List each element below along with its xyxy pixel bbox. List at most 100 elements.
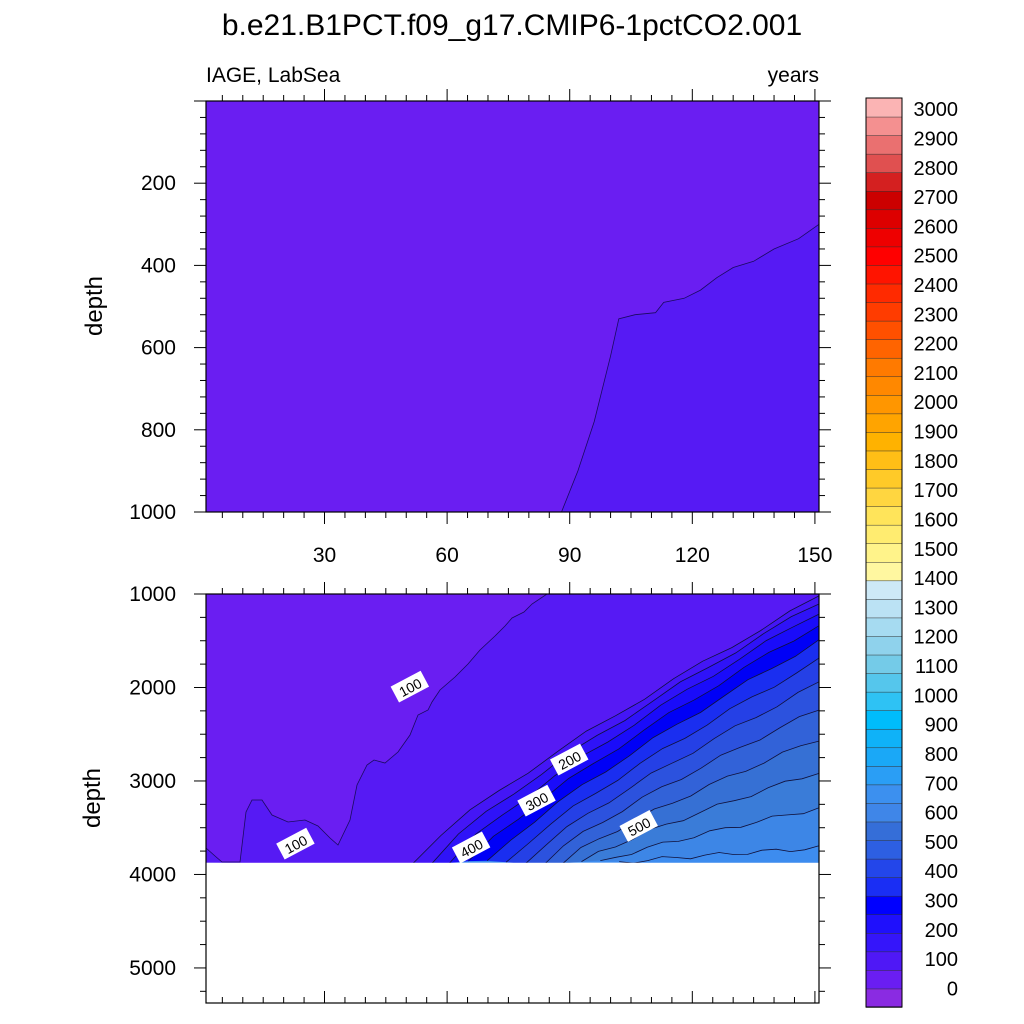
colorbar-swatch [865, 301, 903, 322]
colorbar-swatch [865, 654, 903, 674]
lower-contour-line [205, 593, 548, 863]
colorbar-swatch [865, 709, 903, 730]
colorbar-frame [865, 97, 903, 1008]
colorbar-swatch [865, 450, 903, 470]
colorbar-swatch [865, 580, 903, 600]
lower-band-0 [206, 594, 547, 862]
lower-contour-line [619, 845, 820, 864]
colorbar-label: 2700 [914, 187, 959, 209]
colorbar-label: 3000 [914, 99, 959, 121]
lower-y-axis-label: depth [79, 768, 106, 828]
contour-line-50 [561, 223, 820, 513]
colorbar-swatch [865, 227, 903, 248]
lower-band-10 [562, 594, 819, 864]
lower-band-7 [506, 594, 819, 865]
colorbar-label: 1700 [914, 480, 959, 502]
lower-contour-line [581, 773, 820, 862]
colorbar-swatch [865, 876, 903, 897]
colorbar-label: 200 [925, 920, 958, 942]
colorbar-swatch [865, 932, 903, 953]
colorbar-swatch [865, 209, 903, 229]
lower-contour-line [562, 740, 820, 864]
lower-y-tick-label: 4000 [129, 863, 176, 886]
x-tick-label: 90 [558, 544, 581, 567]
lower-band-13 [619, 594, 819, 890]
upper-y-tick-label: 200 [141, 172, 176, 195]
colorbar-label: 900 [925, 715, 958, 737]
colorbar-swatch [865, 468, 903, 489]
upper-y-axis-label: depth [81, 276, 108, 336]
colorbar-label: 1600 [914, 510, 959, 532]
colorbar-swatch [865, 598, 903, 619]
colorbar-swatch [865, 951, 903, 971]
colorbar: 0 100 200 300 400 500 600 700 800 900 1000 1100 1200… [865, 97, 959, 1008]
colorbar-swatch [865, 839, 903, 860]
colorbar-swatch [865, 858, 903, 878]
colorbar-swatch [865, 969, 903, 990]
lower-contour-line [486, 639, 820, 862]
colorbar-swatch [865, 376, 903, 396]
colorbar-label: 2400 [914, 275, 959, 297]
lower-y-tick-label: 3000 [129, 770, 176, 793]
colorbar-label: 2100 [914, 363, 959, 385]
lower-y-tick-label: 1000 [129, 583, 176, 606]
colorbar-swatch [865, 784, 903, 804]
colorbar-swatch [865, 524, 903, 544]
contour-label-box [451, 831, 491, 864]
colorbar-label: 1500 [914, 539, 959, 561]
lower-band-2 [411, 594, 819, 865]
colorbar-label: 2500 [914, 246, 959, 268]
colorbar-swatch [865, 617, 903, 637]
colorbar-swatch [865, 246, 903, 266]
colorbar-swatch [865, 320, 903, 340]
colorbar-label: 2000 [914, 392, 959, 414]
lower-contour-line [411, 595, 820, 865]
colorbar-label: 0 [947, 978, 958, 1000]
colorbar-swatch [865, 431, 903, 452]
lower-y-tick-label: 5000 [129, 957, 176, 980]
colorbar-label: 400 [925, 861, 958, 883]
lower-contour-line [600, 807, 820, 861]
lower-band-12 [600, 594, 819, 864]
upper-y-tick-label: 600 [141, 337, 176, 360]
upper-y-tick-label: 800 [141, 419, 176, 442]
colorbar-swatch [865, 134, 903, 155]
colorbar-swatch [865, 747, 903, 767]
lower-contour-line [543, 709, 820, 866]
chart-title: b.e21.B1PCT.f09_g17.CMIP6-1pctCO2.001 [222, 9, 802, 42]
colorbar-label: 1200 [914, 627, 959, 649]
colorbar-label: 1300 [914, 597, 959, 619]
colorbar-swatch [865, 487, 903, 507]
colorbar-swatch [865, 691, 903, 711]
colorbar-swatch [865, 802, 903, 823]
colorbar-label: 1900 [914, 422, 959, 444]
x-tick-label: 150 [797, 544, 832, 567]
colorbar-swatch [865, 635, 903, 656]
colorbar-swatch [865, 728, 903, 749]
left-string: IAGE, LabSea [206, 64, 341, 87]
lower-frame [205, 593, 820, 1004]
missing-data-area [206, 862, 819, 1003]
x-tick-label: 120 [675, 544, 710, 567]
colorbar-swatch [865, 765, 903, 786]
colorbar-label: 1800 [914, 451, 959, 473]
colorbar-swatch [865, 542, 903, 563]
colorbar-label: 2300 [914, 304, 959, 326]
contour-label-box [276, 827, 315, 860]
lower-band-6 [487, 594, 819, 863]
lower-contour-line [505, 657, 820, 863]
colorbar-swatch [865, 505, 903, 526]
lower-band-1 [206, 594, 819, 865]
colorbar-swatch [865, 394, 903, 415]
upper-y-tick-label: 1000 [129, 501, 176, 524]
colorbar-label: 2900 [914, 128, 959, 150]
colorbar-swatch [865, 913, 903, 934]
colorbar-label: 100 [925, 949, 958, 971]
upper-y-tick-label: 400 [141, 254, 176, 277]
colorbar-swatch [865, 357, 903, 378]
colorbar-label: 600 [925, 803, 958, 825]
lower-contour-line [430, 603, 820, 866]
contour-label-box [619, 809, 658, 842]
